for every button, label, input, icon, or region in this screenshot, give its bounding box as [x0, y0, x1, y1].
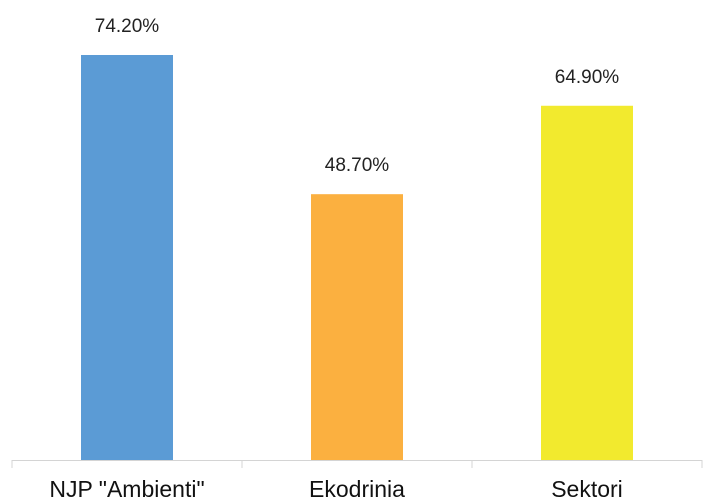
x-tick-label-0: NJP "Ambienti" [49, 476, 204, 500]
x-axis-ticks [11, 460, 703, 468]
bars-group [81, 55, 633, 461]
data-label-1: 48.70% [325, 155, 390, 176]
data-label-2: 64.90% [555, 67, 620, 88]
x-tick-label-1: Ekodrinia [309, 476, 405, 500]
data-label-0: 74.20% [95, 16, 160, 37]
bar-1 [311, 194, 403, 460]
x-axis-tick-labels: NJP "Ambienti" Ekodrinia Sektori [49, 476, 622, 500]
bar-0 [81, 55, 173, 460]
bar-2 [541, 105, 633, 461]
x-tick-label-2: Sektori [551, 476, 623, 500]
data-labels-group: 74.20% 48.70% 64.90% [95, 16, 620, 176]
